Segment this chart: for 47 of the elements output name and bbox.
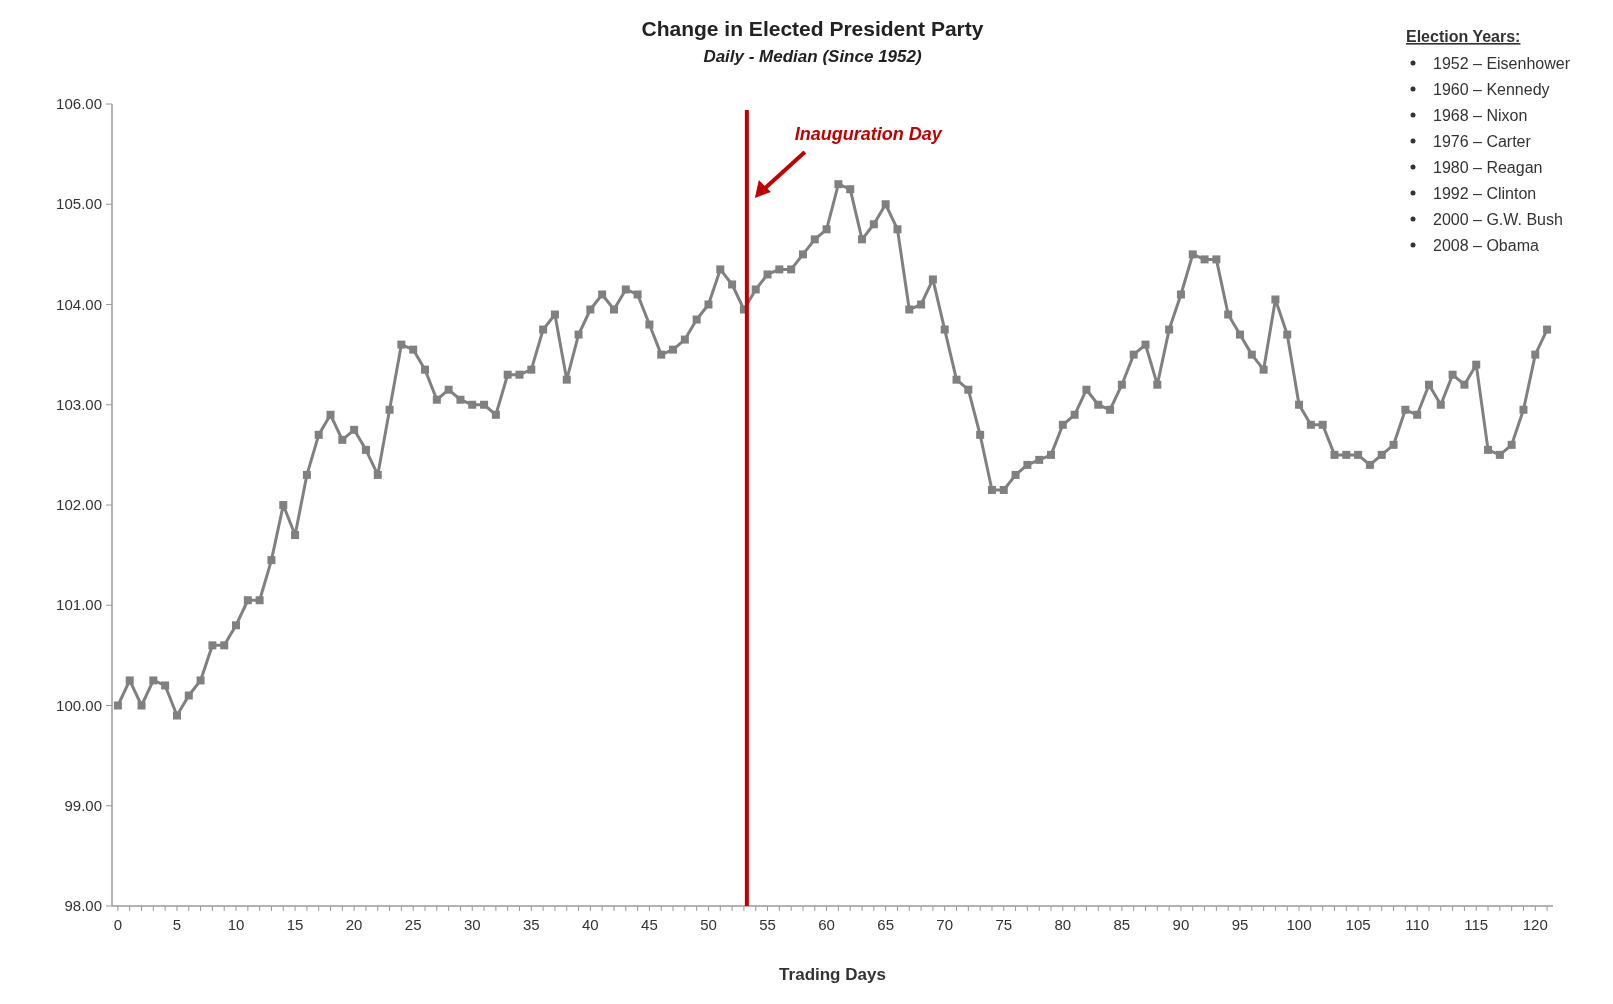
x-tick-label: 5 xyxy=(172,916,182,933)
x-tick-label: 10 xyxy=(227,916,245,933)
text: Election Years: xyxy=(1406,28,1521,45)
y-tick-label: 103.00 xyxy=(56,395,102,413)
annotation: 1976 – Carter xyxy=(1433,133,1532,150)
x-tick-label: 110 xyxy=(1405,916,1430,933)
annotation: 1968 – Nixon xyxy=(1433,107,1528,124)
y-tick-label: 105.00 xyxy=(56,195,102,213)
x-tick-label: 90 xyxy=(1172,916,1190,933)
x-tick-label: 35 xyxy=(522,916,540,933)
annotation: 1992 – Clinton xyxy=(1433,185,1537,202)
annotation: 2008 – Obama xyxy=(1433,237,1539,254)
x-tick-label: 120 xyxy=(1522,916,1548,933)
x-tick-label: 95 xyxy=(1231,916,1249,933)
chart-subtitle: Daily - Median (Since 1952) xyxy=(703,47,922,66)
x-axis-title: Trading Days xyxy=(779,965,886,984)
y-tick-label: 99.00 xyxy=(64,796,102,814)
y-tick-label: 101.00 xyxy=(56,596,102,614)
x-tick-label: 80 xyxy=(1054,916,1072,933)
x-tick-label: 75 xyxy=(995,916,1013,933)
x-tick-label: 105 xyxy=(1345,916,1371,933)
x-tick-label: 60 xyxy=(818,916,835,933)
x-tick-label: 85 xyxy=(1113,916,1131,933)
x-tick-label: 30 xyxy=(463,916,481,933)
x-tick-label: 40 xyxy=(582,916,599,933)
ref-line-label: Inauguration Day xyxy=(794,124,943,144)
y-tick-label: 106.00 xyxy=(56,95,102,112)
x-tick-label: 70 xyxy=(936,916,954,933)
x-tick-label: 50 xyxy=(700,916,717,933)
x-tick-label: 115 xyxy=(1464,916,1489,933)
annotation: 2000 – G.W. Bush xyxy=(1433,211,1563,228)
y-tick-label: 98.00 xyxy=(64,897,102,914)
x-tick-label: 20 xyxy=(345,916,363,933)
x-tick-label: 65 xyxy=(877,916,894,933)
y-tick-label: 102.00 xyxy=(56,496,102,513)
x-tick-label: 15 xyxy=(286,916,304,933)
text: 1960 – Kennedy xyxy=(1433,81,1550,98)
x-tick-label: 25 xyxy=(404,916,422,933)
annotation: 1980 – Reagan xyxy=(1433,159,1543,176)
x-tick-label: 55 xyxy=(759,916,776,933)
y-tick-label: 104.00 xyxy=(56,295,102,313)
y-tick-label: 100.00 xyxy=(56,696,102,714)
x-tick-label: 45 xyxy=(641,916,658,933)
text: 1952 – Eisenhower xyxy=(1433,55,1571,72)
x-tick-label: 100 xyxy=(1286,916,1312,933)
x-tick-label: 0 xyxy=(113,916,123,933)
chart-title: Change in Elected President Party xyxy=(641,17,984,40)
